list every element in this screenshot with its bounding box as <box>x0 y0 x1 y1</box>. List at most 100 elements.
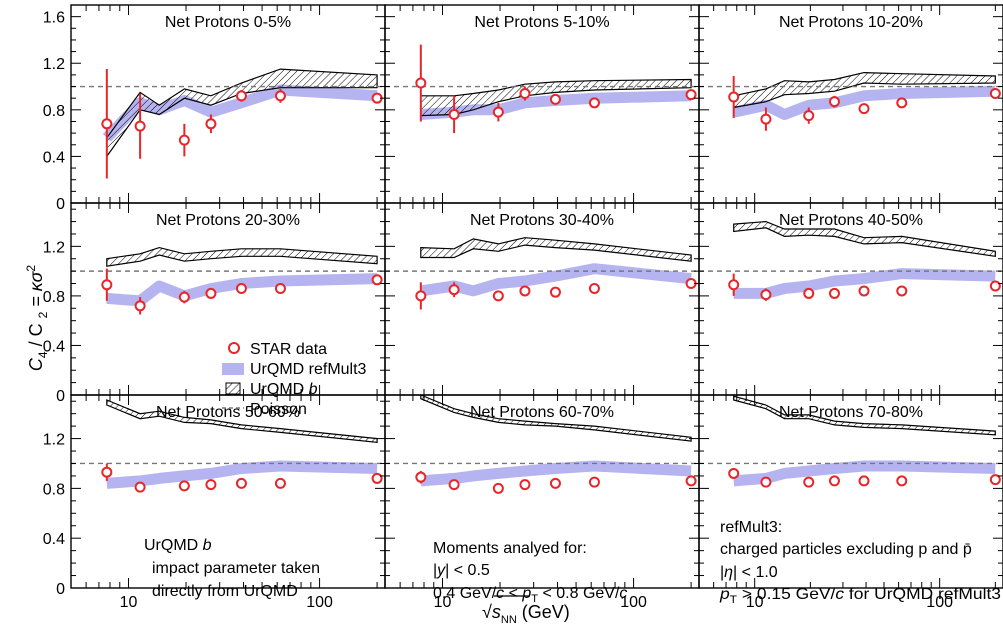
refmult-band <box>732 85 996 120</box>
panel-title: Net Protons 5-10% <box>474 14 609 31</box>
star-data-point <box>828 475 840 487</box>
star-data-point <box>803 110 815 122</box>
star-data-point <box>371 472 383 484</box>
star-data-point <box>371 274 383 286</box>
star-data-point <box>588 282 600 294</box>
star-data-point <box>519 479 531 491</box>
panel-title: Net Protons 50-60% <box>156 404 300 421</box>
star-data-point <box>492 482 504 494</box>
note-m-line1: Moments analyed for: <box>433 540 587 557</box>
star-data-point <box>101 118 113 130</box>
star-data-point <box>235 477 247 489</box>
refmult-band <box>106 460 378 489</box>
star-data-point <box>549 93 561 105</box>
star-data-point <box>896 97 908 109</box>
panel-6: Net Protons 40-50% <box>698 202 1003 396</box>
star-data-point <box>101 466 113 478</box>
star-data-point <box>448 479 460 491</box>
star-data-point <box>448 284 460 296</box>
note-b-line3: directly from UrQMD <box>152 583 298 600</box>
panel-2: Net Protons 5-10% <box>384 4 700 204</box>
note-r-line2: charged particles excluding p and p̄ <box>720 541 972 558</box>
legend-refmult-label: UrQMD refMult3 <box>250 361 367 378</box>
star-data-point <box>205 479 217 491</box>
panel-5: Net Protons 30-40% <box>384 202 700 396</box>
star-data-point <box>178 134 190 146</box>
x-tick-label: 10 <box>434 594 452 611</box>
note-m-line3: 0.4 GeV/c < pT < 0.8 GeV/c <box>433 585 627 605</box>
urqmd-b-band <box>106 68 378 159</box>
star-data-point <box>728 467 740 479</box>
star-data-point <box>178 291 190 303</box>
star-data-point <box>205 118 217 130</box>
y-tick-label: 0 <box>56 581 65 598</box>
legend-b-label: UrQMD b <box>250 381 318 398</box>
urqmd-b-band <box>106 399 378 443</box>
star-data-point <box>134 481 146 493</box>
star-data-point <box>728 279 740 291</box>
panel-title: Net Protons 0-5% <box>165 14 291 31</box>
panel-title: Net Protons 30-40% <box>470 212 614 229</box>
star-data-point <box>989 280 1001 292</box>
urqmd-b-band <box>420 78 692 117</box>
y-tick-label: 0.4 <box>43 531 65 548</box>
star-data-point <box>134 300 146 312</box>
panel-title: Net Protons 20-30% <box>156 212 300 229</box>
star-data-point <box>685 89 697 101</box>
y-tick-label: 0.8 <box>43 481 65 498</box>
y-tick-label: 1.2 <box>43 432 65 449</box>
panel-1: Net Protons 0-5% 0 0.4 0.8 1.2 1.6 <box>43 4 386 213</box>
star-data-point <box>728 91 740 103</box>
star-data-point <box>415 471 427 483</box>
urqmd-b-band <box>420 237 692 262</box>
note-moments: Moments analyed for: |y| < 0.5 0.4 GeV/c… <box>433 540 627 605</box>
star-data-point <box>828 96 840 108</box>
star-data-point <box>685 475 697 487</box>
star-data-point <box>828 287 840 299</box>
legend-refmult-swatch <box>222 363 244 375</box>
y-tick-label: 1.2 <box>43 239 65 256</box>
panel-frame <box>384 202 700 396</box>
star-data-point <box>274 282 286 294</box>
star-data-point <box>858 475 870 487</box>
legend-poisson-label: Poisson <box>250 401 307 418</box>
panel-title: Net Protons 10-20% <box>779 14 923 31</box>
star-data-point <box>989 474 1001 486</box>
note-b-line2: impact parameter taken <box>152 560 320 577</box>
note-r-line3: |η| < 1.0 <box>720 564 778 581</box>
star-data-point <box>134 120 146 132</box>
note-urqmd-b: UrQMD b impact parameter taken directly … <box>144 537 320 600</box>
panels-layer: Net Protons 0-5%00.40.81.21.6 Net Protons… <box>43 4 1003 611</box>
star-data-point <box>178 480 190 492</box>
x-tick-label: 10 <box>746 594 764 611</box>
note-r-line1: refMult3: <box>720 519 782 536</box>
star-data-point <box>492 106 504 118</box>
y-tick-label: 0.8 <box>43 103 65 120</box>
y-tick-label: 0.8 <box>43 289 65 306</box>
star-data-point <box>803 476 815 488</box>
note-r-line4: pT > 0.15 GeV/c for UrQMD refMult3 <box>719 586 1001 606</box>
x-tick-label: 100 <box>306 594 333 611</box>
panel-4: Net Protons 20-30% 0 0.4 0.8 1.2 <box>43 202 386 405</box>
star-data-point <box>549 477 561 489</box>
panel-8: Net Protons 60-70% 10 100 <box>384 394 700 611</box>
star-data-point <box>274 477 286 489</box>
star-data-point <box>519 88 531 100</box>
star-data-point <box>101 279 113 291</box>
star-data-point <box>588 97 600 109</box>
refmult-band <box>106 273 378 307</box>
panel-9: Net Protons 70-80% 10 100 <box>698 394 1003 611</box>
star-data-point <box>858 103 870 115</box>
star-data-point <box>492 290 504 302</box>
x-axis-label: √sNN (GeV) <box>482 602 570 626</box>
refmult-band <box>420 460 692 487</box>
star-data-point <box>205 287 217 299</box>
x-tick-label: 10 <box>120 594 138 611</box>
urqmd-b-band <box>420 394 692 442</box>
star-data-point <box>274 90 286 102</box>
legend-b-swatch <box>225 382 241 395</box>
star-data-point <box>549 286 561 298</box>
star-data-point <box>448 108 460 120</box>
star-data-point <box>760 289 772 301</box>
panel-title: Net Protons 40-50% <box>779 212 923 229</box>
